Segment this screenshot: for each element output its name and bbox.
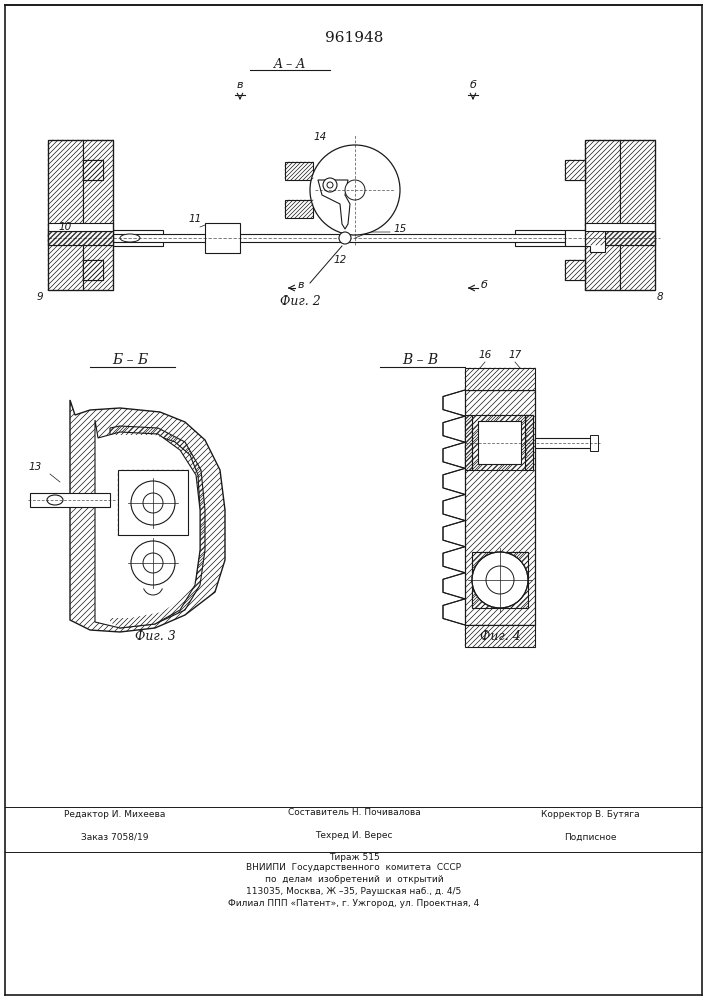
Bar	[48, 231, 113, 245]
Bar	[585, 231, 655, 245]
Text: Б – Б: Б – Б	[112, 353, 148, 367]
Text: в: в	[298, 280, 305, 290]
Ellipse shape	[47, 495, 63, 505]
Text: 113035, Москва, Ж –35, Раушская наб., д. 4/5: 113035, Москва, Ж –35, Раушская наб., д.…	[246, 887, 462, 896]
Circle shape	[339, 232, 351, 244]
Polygon shape	[95, 420, 200, 628]
Bar	[565, 160, 585, 180]
Text: 17: 17	[508, 350, 522, 360]
Bar	[113, 230, 163, 246]
Polygon shape	[565, 224, 605, 252]
Bar	[118, 470, 188, 535]
Text: Фиг. 4: Фиг. 4	[479, 630, 520, 643]
Text: Фиг. 2: Фиг. 2	[280, 295, 320, 308]
Text: Редактор И. Михеева: Редактор И. Михеева	[64, 810, 165, 819]
Bar	[565, 260, 585, 280]
Bar	[525, 415, 533, 470]
Polygon shape	[465, 390, 535, 625]
Circle shape	[327, 182, 333, 188]
Text: Корректор В. Бутяга: Корректор В. Бутяга	[541, 810, 639, 819]
Text: Филиал ППП «Патент», г. Ужгород, ул. Проектная, 4: Филиал ППП «Патент», г. Ужгород, ул. Про…	[228, 899, 479, 908]
Text: 9: 9	[37, 292, 43, 302]
Text: 13: 13	[28, 462, 42, 472]
Bar	[83, 260, 103, 280]
Text: В – В: В – В	[402, 353, 438, 367]
Bar	[83, 160, 103, 180]
Text: ВНИИПИ  Государственного  комитета  СССР: ВНИИПИ Государственного комитета СССР	[247, 863, 462, 872]
Polygon shape	[110, 426, 205, 628]
Bar	[285, 162, 313, 180]
Bar	[465, 415, 472, 470]
Bar	[83, 160, 103, 180]
Text: 10: 10	[59, 222, 71, 232]
Bar	[620, 140, 655, 290]
Text: б: б	[469, 80, 477, 90]
Bar	[205, 223, 240, 253]
Bar	[30, 493, 110, 507]
Circle shape	[143, 553, 163, 573]
Circle shape	[486, 566, 514, 594]
Text: Фиг. 3: Фиг. 3	[134, 630, 175, 643]
Bar	[48, 140, 83, 290]
Circle shape	[131, 541, 175, 585]
Text: A – A: A – A	[274, 57, 306, 70]
Text: 16: 16	[479, 350, 491, 360]
Circle shape	[323, 178, 337, 192]
Polygon shape	[318, 180, 350, 229]
Bar	[285, 200, 313, 218]
Text: Подписное: Подписное	[563, 833, 617, 842]
Bar	[590, 435, 598, 451]
Bar	[48, 140, 113, 290]
Circle shape	[143, 493, 163, 513]
Text: 8: 8	[657, 292, 663, 302]
Text: 15: 15	[393, 224, 407, 234]
Bar	[535, 438, 595, 448]
Bar	[113, 234, 565, 242]
Bar	[465, 625, 535, 647]
Bar	[585, 223, 655, 231]
Text: Заказ 7058/19: Заказ 7058/19	[81, 833, 148, 842]
Bar	[565, 260, 585, 280]
Text: по  делам  изобретений  и  открытий: по делам изобретений и открытий	[264, 875, 443, 884]
Text: 14: 14	[313, 132, 327, 142]
Bar	[478, 421, 521, 464]
Bar	[565, 160, 585, 180]
Text: б: б	[481, 280, 488, 290]
Bar	[48, 223, 113, 231]
Bar	[472, 415, 527, 470]
Text: 12: 12	[334, 255, 346, 265]
Ellipse shape	[120, 234, 140, 242]
Text: в: в	[237, 80, 243, 90]
Text: 961948: 961948	[325, 31, 383, 45]
Circle shape	[131, 481, 175, 525]
Bar	[585, 140, 620, 290]
Bar	[83, 260, 103, 280]
Bar	[585, 231, 655, 245]
Bar	[585, 140, 655, 290]
Circle shape	[345, 180, 365, 200]
Bar	[465, 368, 535, 390]
Circle shape	[472, 552, 528, 608]
Text: Техред И. Верес: Техред И. Верес	[315, 831, 393, 840]
Bar	[83, 140, 113, 290]
Bar	[472, 552, 528, 608]
Polygon shape	[70, 400, 225, 632]
Bar	[48, 231, 113, 245]
Text: Составитель Н. Почивалова: Составитель Н. Почивалова	[288, 808, 421, 817]
Text: Тираж 515: Тираж 515	[329, 853, 380, 862]
Circle shape	[310, 145, 400, 235]
Text: 11: 11	[188, 214, 201, 224]
Bar	[118, 470, 188, 535]
Bar	[515, 230, 565, 246]
